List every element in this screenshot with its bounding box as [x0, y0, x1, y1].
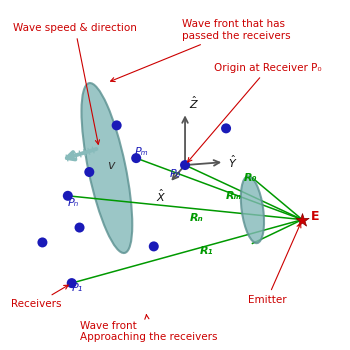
Text: P₁: P₁ [72, 283, 83, 293]
Point [300, 217, 305, 222]
Ellipse shape [82, 83, 132, 253]
Text: $\hat{Z}$: $\hat{Z}$ [189, 94, 199, 111]
Text: Wave front that has
passed the receivers: Wave front that has passed the receivers [111, 19, 291, 82]
Point [151, 244, 156, 249]
Text: Wave front
Approaching the receivers: Wave front Approaching the receivers [79, 315, 217, 342]
Point [133, 155, 139, 161]
Text: R₁: R₁ [200, 246, 213, 256]
Point [69, 280, 75, 286]
Point [77, 225, 82, 230]
Text: Rₙ: Rₙ [190, 213, 204, 223]
Text: R₀: R₀ [244, 173, 257, 183]
Text: $\hat{Y}$: $\hat{Y}$ [228, 154, 238, 170]
Point [182, 162, 188, 168]
Point [40, 240, 45, 245]
Point [223, 126, 229, 131]
Text: Receivers: Receivers [11, 285, 68, 309]
Text: $\hat{X}$: $\hat{X}$ [156, 188, 167, 204]
Text: Rₘ: Rₘ [226, 191, 242, 201]
Point [65, 193, 71, 198]
Text: Wave speed & direction: Wave speed & direction [13, 23, 137, 144]
Point [86, 169, 92, 175]
Text: Pₙ: Pₙ [68, 198, 79, 208]
Text: P₀: P₀ [170, 169, 181, 179]
Ellipse shape [241, 176, 264, 243]
Text: E: E [311, 210, 320, 223]
Text: Pₘ: Pₘ [134, 147, 148, 157]
Text: Emitter: Emitter [247, 223, 301, 305]
Text: Origin at Receiver P₀: Origin at Receiver P₀ [188, 63, 322, 162]
Point [114, 122, 119, 128]
Text: v: v [107, 159, 114, 172]
